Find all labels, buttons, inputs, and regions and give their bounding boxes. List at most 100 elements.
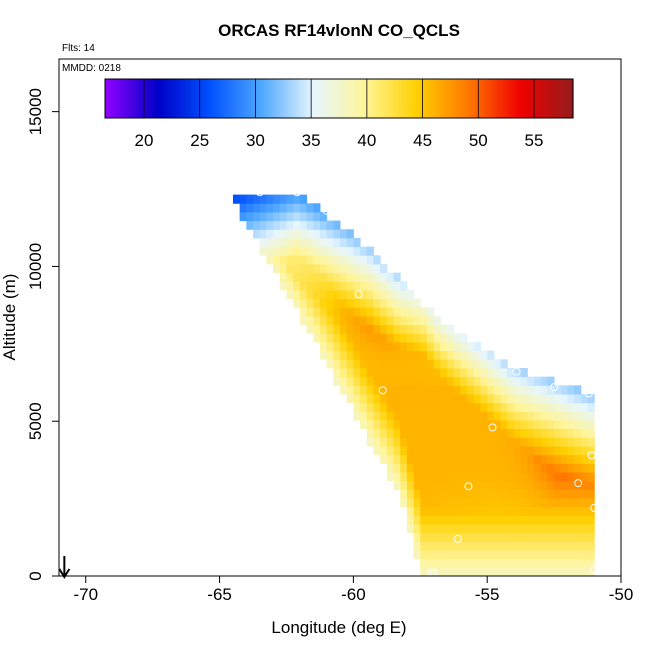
- heatmap-cell: [360, 376, 368, 386]
- heatmap-cell: [487, 567, 495, 576]
- heatmap-cell: [433, 376, 441, 386]
- heatmap-cell: [433, 324, 441, 334]
- heatmap-cell: [413, 324, 421, 334]
- colorbar-segment: [149, 79, 153, 118]
- heatmap-cell: [333, 237, 341, 248]
- heatmap-cell: [527, 419, 535, 430]
- heatmap-cell: [500, 523, 508, 534]
- heatmap-cell: [540, 558, 548, 568]
- colorbar-segment: [216, 79, 219, 118]
- colorbar-segment: [379, 79, 383, 118]
- heatmap-cell: [433, 471, 441, 482]
- heatmap-cell: [406, 463, 415, 473]
- heatmap-cell: [346, 237, 354, 248]
- heatmap-cell: [567, 385, 575, 395]
- heatmap-cell: [567, 550, 575, 560]
- heatmap-cell: [360, 289, 368, 300]
- colorbar-segment: [512, 79, 516, 118]
- heatmap-cell: [433, 428, 441, 438]
- heatmap-cell: [500, 428, 508, 438]
- heatmap-cell: [480, 350, 488, 360]
- heatmap-cell: [413, 471, 421, 482]
- heatmap-cell: [380, 350, 388, 360]
- heatmap-cell: [460, 550, 468, 560]
- colorbar-segment: [112, 79, 116, 118]
- heatmap-cell: [480, 428, 488, 438]
- heatmap-cell: [426, 315, 435, 326]
- heatmap-cell: [286, 289, 294, 300]
- heatmap-cell: [447, 411, 455, 421]
- heatmap-cell: [333, 367, 341, 378]
- colorbar-segment: [282, 79, 285, 118]
- colorbar-segment: [479, 79, 482, 118]
- heatmap-cell: [299, 194, 308, 204]
- heatmap-cell: [386, 315, 395, 326]
- heatmap-cell: [513, 541, 522, 551]
- heatmap-cell: [574, 471, 582, 482]
- colorbar-segment: [471, 79, 475, 118]
- heatmap-cell: [386, 445, 395, 456]
- heatmap-cell: [574, 428, 582, 438]
- colorbar-segment: [418, 79, 422, 118]
- heatmap-cell: [487, 428, 495, 438]
- colorbar-segment: [188, 79, 192, 118]
- heatmap-cell: [420, 523, 428, 534]
- heatmap-cell: [580, 419, 589, 430]
- heatmap-cell: [313, 203, 321, 213]
- heatmap-cell: [413, 419, 421, 430]
- heatmap-cell: [393, 281, 401, 291]
- heatmap-cell: [406, 367, 415, 378]
- heatmap-cell: [426, 402, 435, 412]
- heatmap-cell: [319, 220, 328, 230]
- heatmap-cell: [520, 489, 528, 499]
- heatmap-cell: [500, 567, 508, 576]
- heatmap-cell: [279, 263, 287, 274]
- heatmap-cell: [574, 567, 582, 576]
- heatmap-cell: [360, 367, 368, 378]
- heatmap-cell: [574, 550, 582, 560]
- heatmap-cell: [467, 385, 475, 395]
- heatmap-cell: [467, 558, 475, 568]
- heatmap-cell: [560, 506, 568, 516]
- heatmap-cell: [580, 523, 589, 534]
- heatmap-cell: [540, 385, 548, 395]
- heatmap-cell: [433, 333, 441, 343]
- colorbar-segment: [426, 79, 430, 118]
- heatmap-cell: [386, 437, 395, 447]
- heatmap-cell: [340, 307, 348, 317]
- heatmap-cell: [366, 246, 374, 256]
- colorbar-segment: [502, 79, 506, 118]
- heatmap-cell: [266, 246, 274, 256]
- heatmap-cell: [366, 307, 374, 317]
- heatmap-cell: [513, 454, 522, 464]
- colorbar-segment: [301, 79, 305, 118]
- heatmap-cell: [293, 246, 301, 256]
- colorbar-segment: [506, 79, 510, 118]
- heatmap-cell: [547, 558, 555, 568]
- heatmap-cell: [513, 393, 522, 404]
- colorbar-segment: [541, 79, 545, 118]
- heatmap-cell: [574, 489, 582, 499]
- heatmap-cell: [513, 532, 522, 542]
- colorbar-segment: [415, 79, 418, 118]
- heatmap-cell: [426, 454, 435, 464]
- colorbar-segment: [331, 79, 334, 118]
- heatmap-cell: [279, 229, 287, 239]
- heatmap-cell: [507, 523, 515, 534]
- heatmap-cell: [380, 445, 388, 456]
- colorbar-segment: [510, 79, 514, 118]
- heatmap-cell: [473, 350, 481, 360]
- heatmap-cell: [547, 376, 555, 386]
- heatmap-cell: [440, 497, 448, 508]
- colorbar-segment: [569, 79, 572, 118]
- heatmap-cell: [406, 324, 415, 334]
- heatmap-cell: [534, 471, 542, 482]
- heatmap-cell: [406, 471, 415, 482]
- colorbar-segment: [315, 79, 319, 118]
- heatmap-cell: [373, 333, 381, 343]
- colorbar-segment: [229, 79, 233, 118]
- observation-point: [255, 188, 264, 197]
- heatmap-cell: [406, 497, 415, 508]
- heatmap-cell: [567, 567, 575, 576]
- heatmap-cell: [473, 437, 481, 447]
